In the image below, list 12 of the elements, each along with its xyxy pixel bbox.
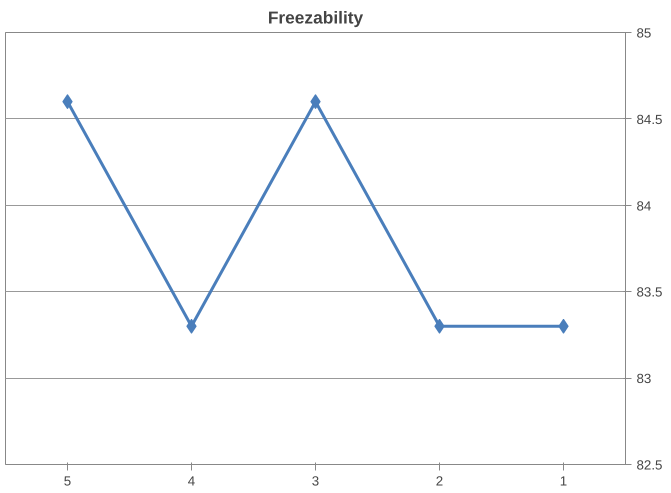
y-tick-label: 83 (636, 371, 652, 386)
y-tick-label: 84 (636, 198, 652, 214)
y-tick-label: 84.5 (636, 112, 662, 127)
x-tick-label: 5 (64, 474, 72, 488)
x-tick-label: 1 (560, 474, 568, 488)
x-tick-label: 2 (436, 474, 444, 488)
y-tick-label: 85 (636, 26, 652, 40)
y-tick-label: 83.5 (636, 284, 662, 300)
x-tick-label: 3 (312, 474, 320, 488)
x-tick-label: 4 (188, 474, 196, 488)
y-tick-label: 82.5 (636, 458, 662, 472)
chart-title: Freezability (268, 8, 364, 28)
